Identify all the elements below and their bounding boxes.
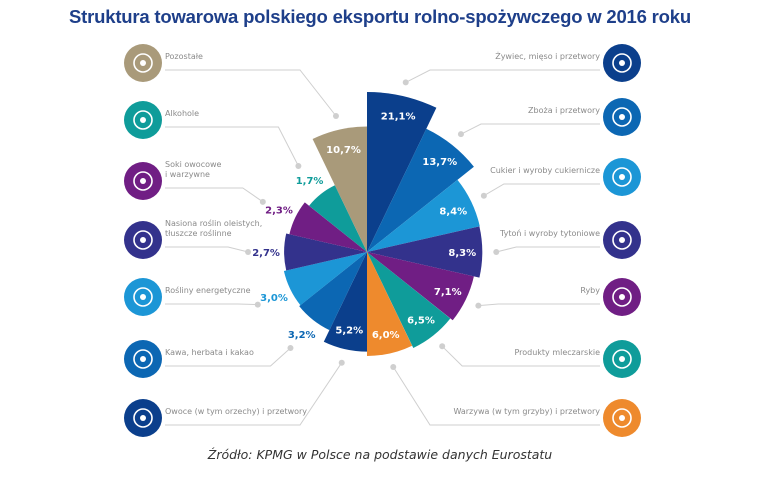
coffee-bean-icon [124,340,162,378]
category-label: Rośliny energetyczne [165,285,251,295]
category-label: Warzywa (w tym grzyby) i przetwory [453,407,600,416]
leader-dot [457,131,464,138]
category-label: Soki owocowe [165,160,222,169]
data-label: 8,3% [448,248,476,259]
category-label: Nasiona roślin oleistych, [165,218,262,228]
data-label: 13,7% [422,157,457,168]
category-label: Pozostałe [165,52,203,61]
chart-slice [367,226,483,278]
leader-line [441,345,600,367]
data-label: 2,7% [252,248,280,259]
category-label: Produkty mleczarskie [514,348,600,357]
leader-line [165,246,249,253]
leader-line [165,347,291,367]
data-label: 1,7% [296,176,324,187]
leader-dot [332,113,339,120]
sunflower-icon [124,278,162,316]
leader-line [165,126,299,167]
pot-icon [124,44,162,82]
leader-lines [165,69,600,426]
category-label: Cukier i wyroby cukiernicze [490,166,600,175]
leader-line [165,303,258,306]
percent-labels: 21,1% 13,7% 8,4% 8,3% 7,1% 6,5% 6,0% 5,2% 3,2% 3,… [252,112,476,341]
dairy-jar-icon [603,340,641,378]
chart-slice [312,126,367,252]
data-label: 6,0% [372,330,400,341]
meat-icon [603,44,641,82]
leader-dot [287,344,294,351]
data-label: 10,7% [326,145,361,156]
data-label: 21,1% [381,112,416,123]
leader-dot [439,343,446,350]
data-label: 3,0% [260,293,288,304]
chart-title: Struktura towarowa polskiego eksportu ro… [69,6,691,27]
data-label: 5,2% [335,326,363,337]
chart-slice [323,252,367,352]
leader-line [478,303,600,307]
category-label: Kawa, herbata i kakao [165,348,254,357]
data-label: 7,1% [434,287,462,298]
category-label: Żywiec, mięso i przetwory [495,51,600,61]
chart-slice [367,252,474,321]
leader-line [165,187,264,203]
leader-dot [493,249,500,255]
chart-slice [367,128,474,252]
leader-line [165,362,343,426]
carrot-icon [603,399,641,437]
leader-line [405,69,600,83]
donut-icon [603,158,641,196]
chart-slice [367,252,413,356]
chart-slice [299,252,367,331]
wheat-icon [603,98,641,136]
category-label: tłuszcze roślinne [165,228,232,238]
oil-drop-icon [124,221,162,259]
leader-dot [259,198,266,205]
chart-slices [283,91,483,356]
category-label: i warzywne [165,170,210,179]
leader-dot [480,192,487,199]
data-label: 2,3% [265,206,293,217]
data-label: 6,5% [407,316,435,327]
category-labels: Żywiec, mięso i przetwory Zboża i przetwo… [165,51,600,416]
leader-line [460,123,600,135]
chart-slice [367,179,480,252]
category-label: Zboża i przetwory [528,106,600,115]
chart-slice [309,185,367,252]
leader-dot [295,162,302,169]
chart-slice [367,252,451,348]
category-label: Tytoń i wyroby tytoniowe [499,229,600,238]
category-label: Ryby [580,286,600,295]
chart-slice [284,233,367,271]
leader-line [483,183,600,197]
leader-dot [390,364,397,371]
leader-dot [254,301,261,308]
source-note: Źródło: KPMG w Polsce na podstawie danyc… [207,447,553,462]
leader-dot [338,359,345,366]
leader-dot [402,79,409,86]
bottle-icon [124,162,162,200]
data-label: 3,2% [288,330,316,341]
leader-line [392,366,600,426]
category-label: Alkohole [165,109,199,118]
data-label: 8,4% [439,206,467,217]
chart-slice [289,202,367,252]
watermelon-icon [124,399,162,437]
pipe-icon [603,221,641,259]
category-icons [124,44,641,437]
leader-line [496,246,600,253]
leader-dot [245,249,252,255]
wine-icon [124,101,162,139]
leader-line [165,69,337,117]
fish-icon [603,278,641,316]
chart-slice [283,252,367,306]
leader-dot [475,302,482,309]
chart-slice [367,91,437,252]
category-label: Owoce (w tym orzechy) i przetwory [165,407,307,416]
